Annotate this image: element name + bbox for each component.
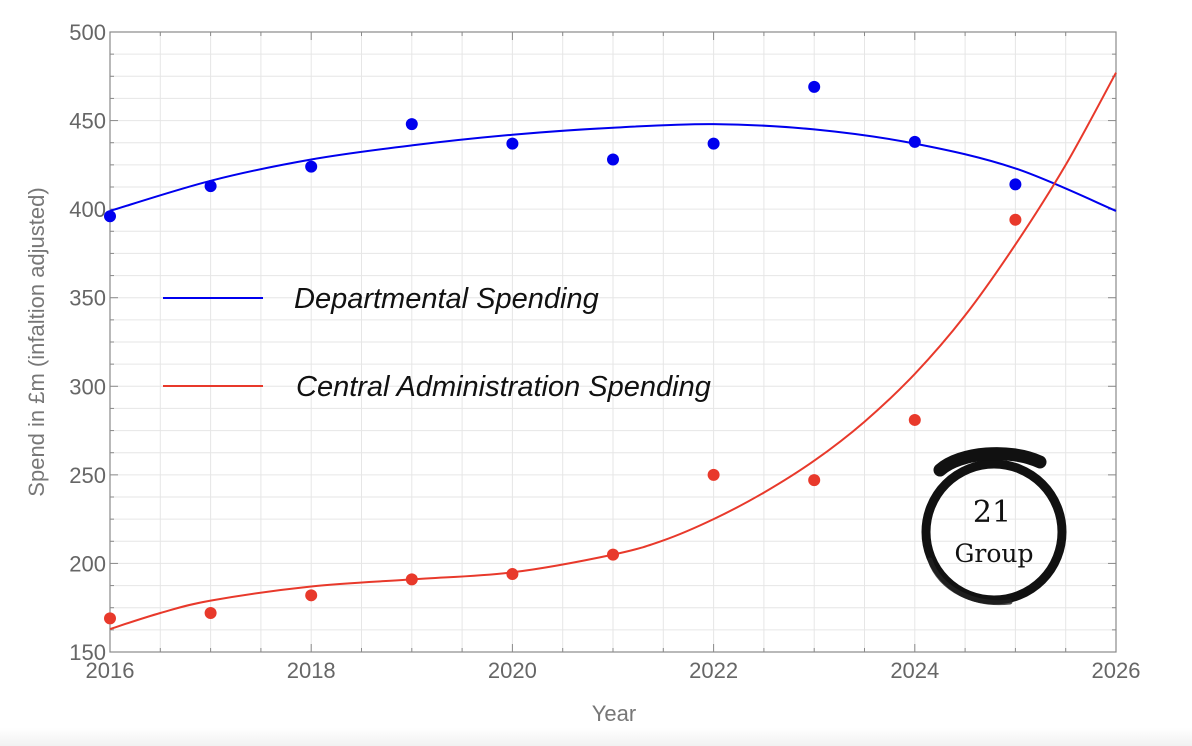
point-central [405,573,418,586]
x-tick-label: 2022 [689,658,738,683]
y-tick-label: 500 [69,20,106,45]
point-departmental [506,137,519,150]
point-central [707,468,720,481]
point-central [1009,213,1022,226]
y-tick-label: 400 [69,197,106,222]
y-tick-labels: 150 200 250 300 350 400 450 500 [69,20,106,665]
group-logo: 21 Group [921,447,1067,606]
data-points [104,80,1022,625]
point-departmental [607,153,619,166]
trend-line-central [109,72,1117,630]
point-departmental [908,135,921,148]
y-tick-label: 350 [69,286,106,311]
axis-ticks [109,31,1117,653]
y-tick-label: 300 [69,374,106,399]
logo-brush-ring [921,459,1067,605]
logo-text-21: 21 [973,495,1011,530]
legend: Departmental Spending Central Administra… [163,283,711,403]
point-departmental [808,80,821,93]
y-tick-label: 250 [69,463,106,488]
logo-brush-stroke [933,447,1047,477]
point-central [908,413,921,426]
point-central [506,568,519,581]
point-central [204,607,217,620]
legend-label-central: Central Administration Spending [296,371,711,403]
logo-brush-tail [927,557,1013,606]
point-central [305,589,318,602]
trend-lines [109,72,1117,630]
logo-text-group: Group [954,539,1033,568]
point-central [104,612,116,625]
point-departmental [204,180,217,193]
point-departmental [305,160,318,173]
bottom-edge-shade [0,728,1192,746]
x-tick-label: 2018 [287,658,336,683]
point-departmental [405,118,418,131]
y-tick-label: 200 [69,551,106,576]
x-tick-label: 2016 [86,658,135,683]
x-tick-label: 2024 [890,658,939,683]
point-central [607,548,619,561]
y-tick-label: 150 [69,640,106,665]
point-central [808,474,821,487]
y-tick-label: 450 [69,109,106,134]
chart: 2016 2018 2020 2022 2024 2026 150 200 250 300 350… [24,20,1141,726]
y-axis-title: Spend in £m (infaltion adjusted) [24,187,49,496]
x-tick-label: 2020 [488,658,537,683]
x-tick-labels: 2016 2018 2020 2022 2024 2026 [86,658,1141,683]
trend-line-departmental [109,123,1117,212]
x-tick-label: 2026 [1092,658,1141,683]
legend-label-departmental: Departmental Spending [294,283,599,315]
point-departmental [1009,178,1022,191]
point-departmental [707,137,720,150]
x-axis-title: Year [592,701,636,726]
grid-lines [109,31,1117,653]
point-departmental [104,210,116,223]
